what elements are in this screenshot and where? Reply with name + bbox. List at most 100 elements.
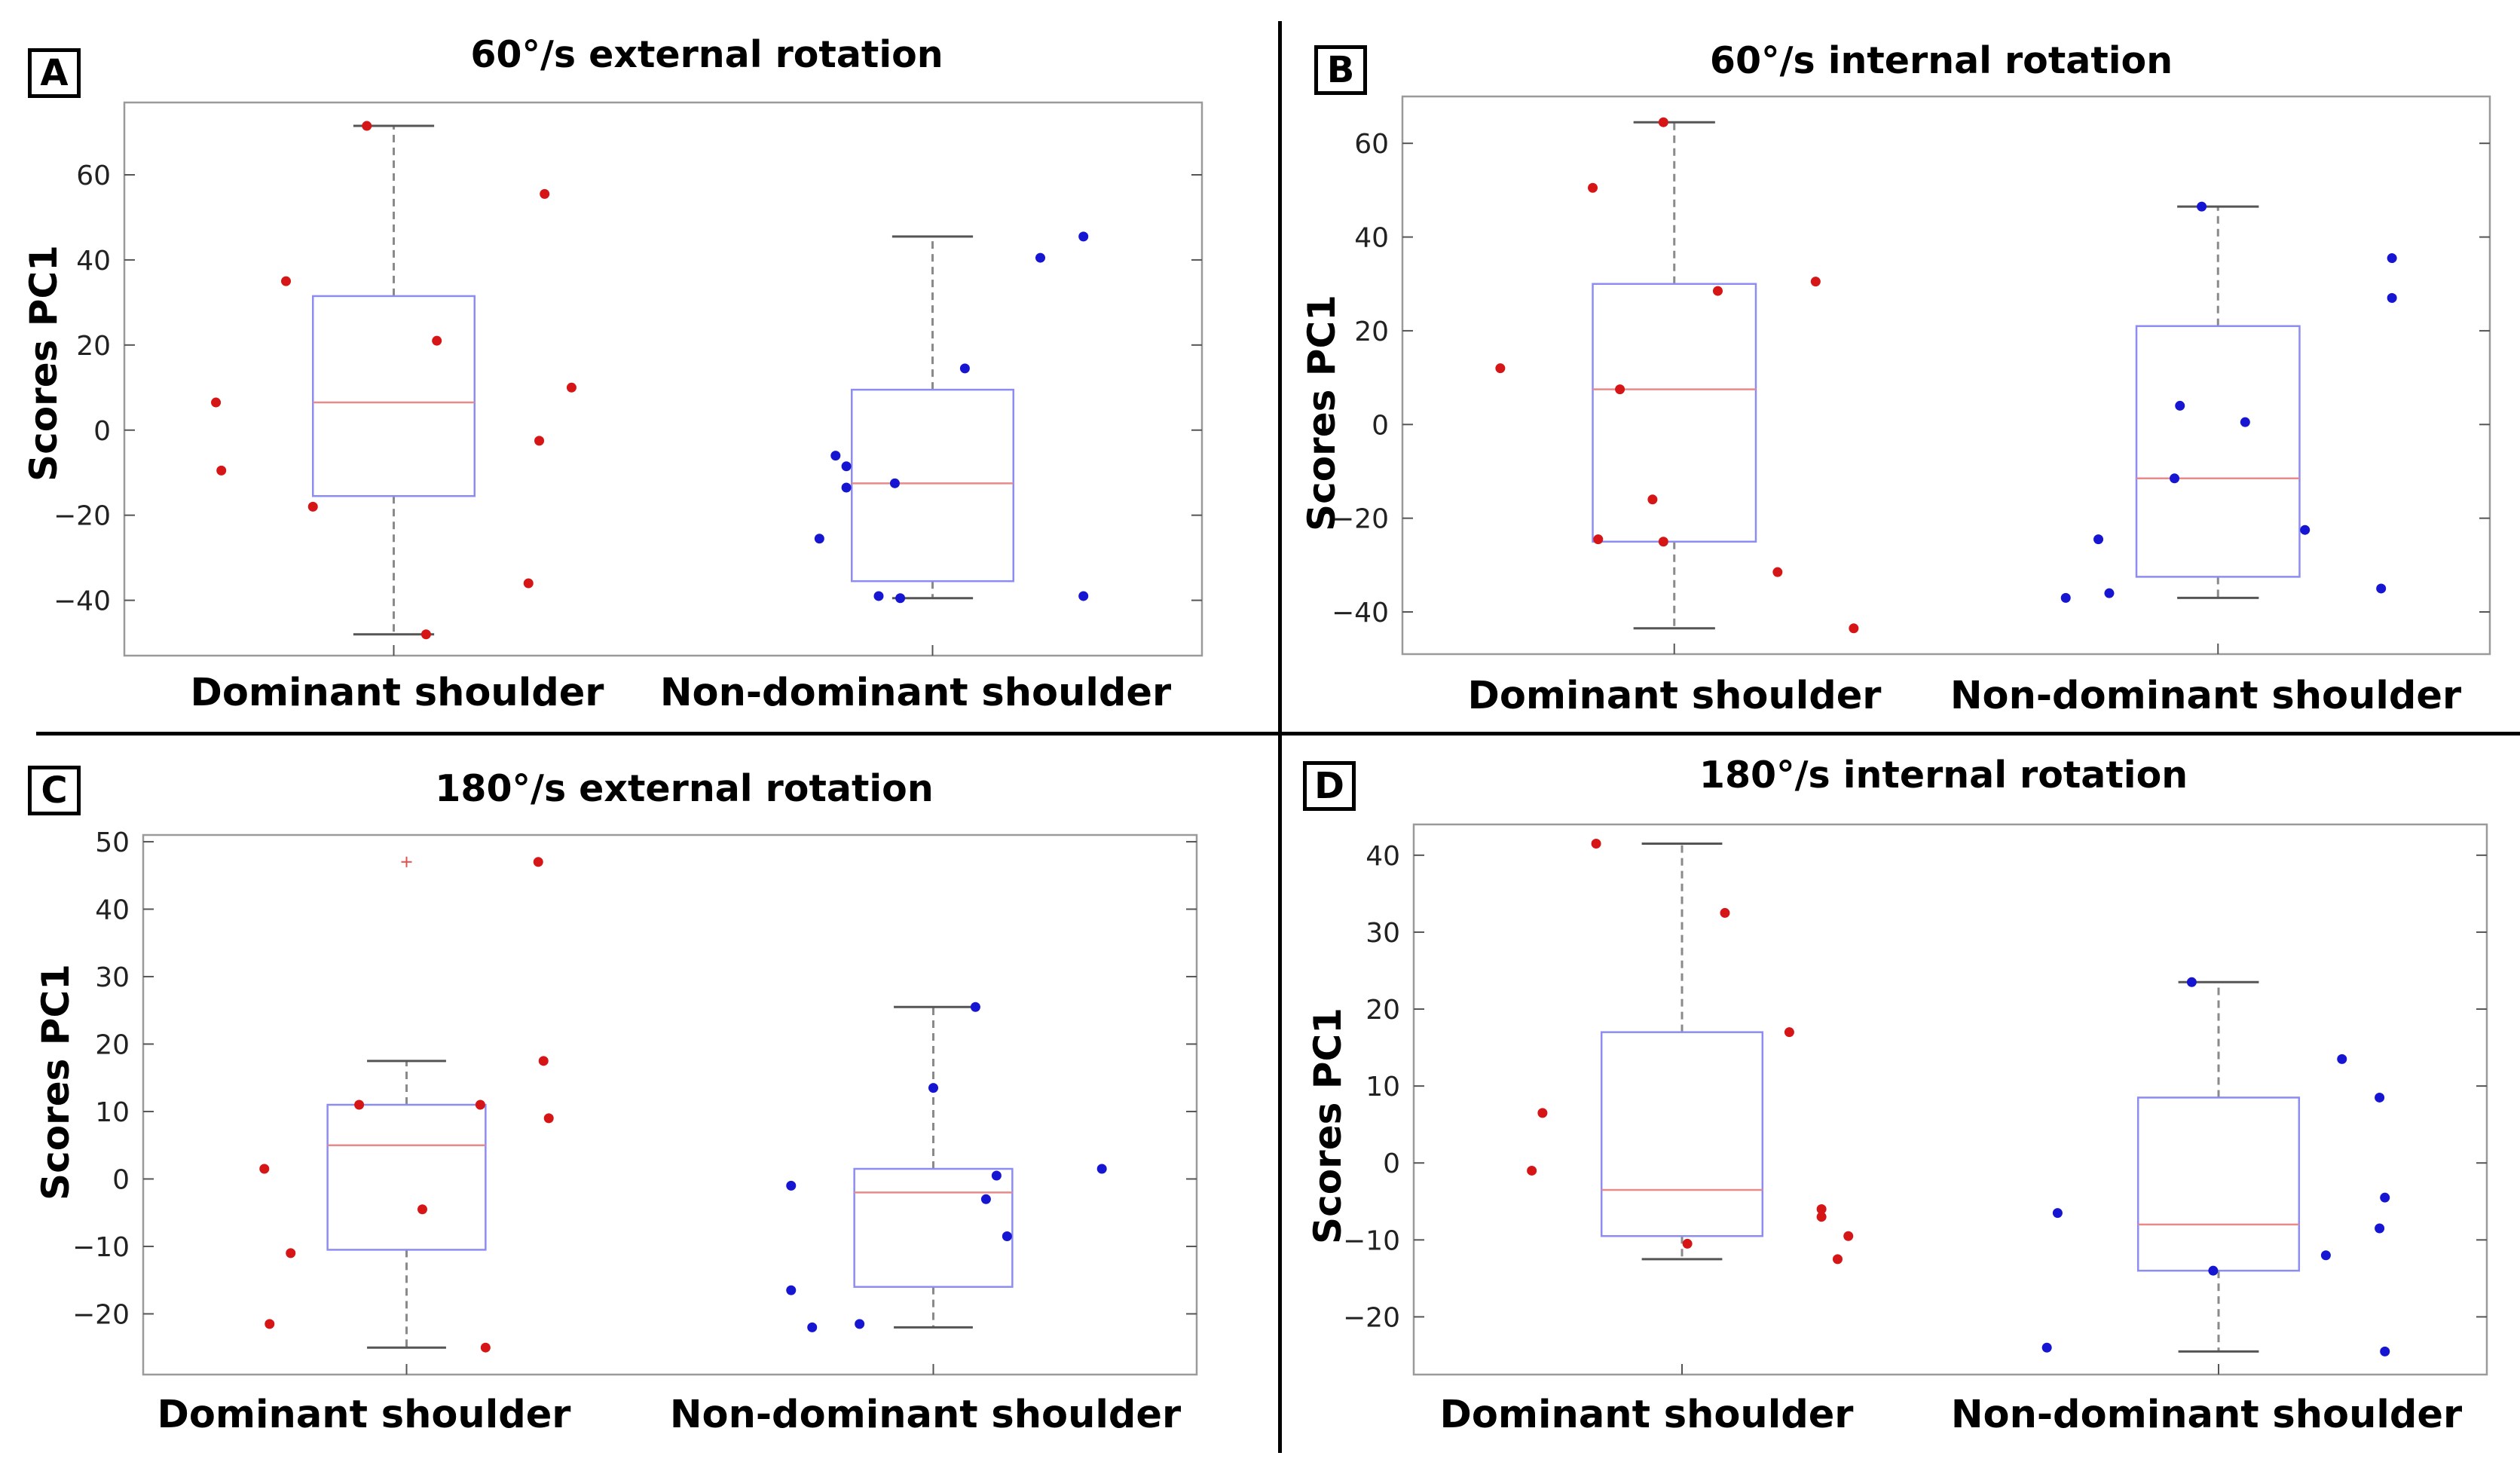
y-tick-label-b: 0: [1372, 410, 1389, 441]
data-point-a-dominant: [216, 465, 227, 476]
box-d-dominant: [1600, 1031, 1764, 1237]
data-point-d-dominant: [1682, 1238, 1693, 1249]
y-tick-label-a: −20: [54, 501, 111, 532]
data-point-c-dominant: [538, 1056, 549, 1066]
y-tick-label-a: 20: [76, 331, 111, 362]
data-point-d-non-dominant: [2320, 1250, 2331, 1261]
y-axis-label-a: Scores PC1: [22, 245, 66, 482]
data-point-c-non-dominant: [1096, 1164, 1107, 1174]
data-point-c-non-dominant: [855, 1319, 865, 1329]
plot-frame-d: [1412, 823, 2488, 1376]
data-point-a-non-dominant: [1035, 252, 1045, 263]
box-b-dominant: [1592, 283, 1757, 543]
data-point-b-dominant: [1593, 534, 1604, 545]
data-point-c-non-dominant: [970, 1002, 980, 1012]
data-point-b-dominant: [1658, 117, 1668, 127]
plot-area-d: −20 −10 0 10 20 30 40: [1343, 823, 2488, 1376]
panel-title-c: 180°/s external rotation: [435, 767, 934, 810]
data-point-b-non-dominant: [2387, 292, 2397, 303]
y-tick-label-c: −10: [72, 1232, 130, 1263]
category-label-d-dominant: Dominant shoulder: [1439, 1393, 1854, 1437]
data-point-d-non-dominant: [2380, 1192, 2390, 1203]
data-point-a-non-dominant: [841, 482, 852, 493]
plot-area-c: −20 −10 0 10 20 30 40 50: [72, 827, 1198, 1376]
data-point-b-dominant: [1658, 537, 1668, 547]
panel-letter-c: C: [28, 766, 81, 815]
data-point-d-dominant: [1720, 907, 1730, 918]
panel-title-a: 60°/s external rotation: [470, 33, 943, 76]
data-point-a-non-dominant: [830, 451, 841, 461]
y-axis-label-d: Scores PC1: [1306, 1008, 1350, 1244]
plot-frame-b: [1401, 95, 2491, 656]
data-point-a-dominant: [211, 397, 222, 408]
data-point-b-non-dominant: [2093, 534, 2104, 545]
data-point-d-dominant: [1843, 1231, 1854, 1241]
y-tick-label-a: −40: [54, 586, 111, 617]
box-a-non-dominant: [851, 388, 1014, 583]
category-label-a-non-dominant: Non-dominant shoulder: [659, 671, 1172, 715]
data-point-c-non-dominant: [980, 1194, 991, 1204]
y-tick-label-c: 10: [95, 1097, 130, 1128]
y-tick-label-b: −40: [1332, 598, 1389, 628]
y-tick-label-d: 0: [1383, 1148, 1400, 1179]
data-point-c-non-dominant: [807, 1322, 818, 1332]
y-tick-label-c: 30: [95, 962, 130, 993]
data-point-d-dominant: [1784, 1027, 1794, 1038]
data-point-a-non-dominant: [895, 593, 906, 604]
data-point-b-non-dominant: [2170, 473, 2180, 484]
data-point-a-non-dominant: [1078, 591, 1089, 601]
y-tick-label-b: 20: [1354, 317, 1389, 347]
box-c-dominant: [326, 1103, 487, 1251]
y-tick-label-b: 60: [1354, 129, 1389, 160]
data-point-a-dominant: [421, 629, 431, 640]
data-point-b-dominant: [1615, 384, 1625, 395]
data-point-d-non-dominant: [2337, 1054, 2347, 1064]
y-tick-label-b: 40: [1354, 223, 1389, 254]
plot-area-b: −40 −20 0 20 40 60: [1332, 95, 2491, 656]
plot-area-a: −40 −20 0 20 40 60: [54, 101, 1203, 657]
data-point-c-dominant: [286, 1248, 296, 1259]
panel-letter-d: D: [1303, 761, 1356, 811]
y-tick-label-d: 40: [1366, 841, 1400, 872]
plot-frame-c: [142, 833, 1198, 1376]
data-point-d-non-dominant: [2375, 1223, 2385, 1234]
category-label-c-dominant: Dominant shoulder: [157, 1393, 571, 1437]
y-tick-label-c: −20: [72, 1299, 130, 1330]
data-point-a-dominant: [307, 501, 318, 512]
data-point-d-non-dominant: [2375, 1092, 2385, 1103]
data-point-d-dominant: [1816, 1203, 1827, 1214]
data-point-b-dominant: [1772, 567, 1783, 577]
data-point-c-dominant: [265, 1319, 275, 1329]
data-point-d-non-dominant: [2041, 1342, 2052, 1353]
data-point-c-non-dominant: [786, 1285, 797, 1295]
data-point-d-non-dominant: [2052, 1208, 2063, 1219]
data-point-a-non-dominant: [959, 363, 970, 374]
data-point-a-dominant: [540, 188, 550, 199]
data-point-b-dominant: [1495, 363, 1506, 374]
data-point-b-non-dominant: [2104, 588, 2115, 598]
data-point-d-dominant: [1591, 839, 1601, 849]
y-axis-label-c: Scores PC1: [34, 964, 78, 1200]
data-point-a-dominant: [534, 436, 545, 446]
data-point-c-dominant: [480, 1342, 491, 1353]
data-point-c-non-dominant: [786, 1180, 797, 1191]
data-point-a-non-dominant: [873, 591, 884, 601]
y-tick-label-a: 60: [76, 161, 111, 191]
y-tick-label-d: −10: [1343, 1225, 1400, 1256]
data-point-a-dominant: [281, 276, 291, 286]
y-tick-label-d: 30: [1366, 918, 1400, 949]
y-tick-label-c: 20: [95, 1029, 130, 1060]
box-a-dominant: [312, 295, 476, 497]
panel-title-b: 60°/s internal rotation: [1709, 39, 2173, 82]
panel-title-d: 180°/s internal rotation: [1699, 754, 2188, 797]
data-point-c-non-dominant: [991, 1170, 1002, 1181]
y-tick-label-a: 40: [76, 246, 111, 277]
data-point-a-non-dominant: [841, 461, 852, 472]
data-point-a-non-dominant: [889, 478, 900, 488]
data-point-a-dominant: [362, 121, 372, 131]
data-point-b-non-dominant: [2387, 253, 2397, 264]
data-point-b-non-dominant: [2175, 400, 2185, 411]
y-tick-label-d: −20: [1343, 1302, 1400, 1333]
y-tick-label-d: 20: [1366, 995, 1400, 1026]
data-point-c-dominant: [417, 1204, 427, 1215]
